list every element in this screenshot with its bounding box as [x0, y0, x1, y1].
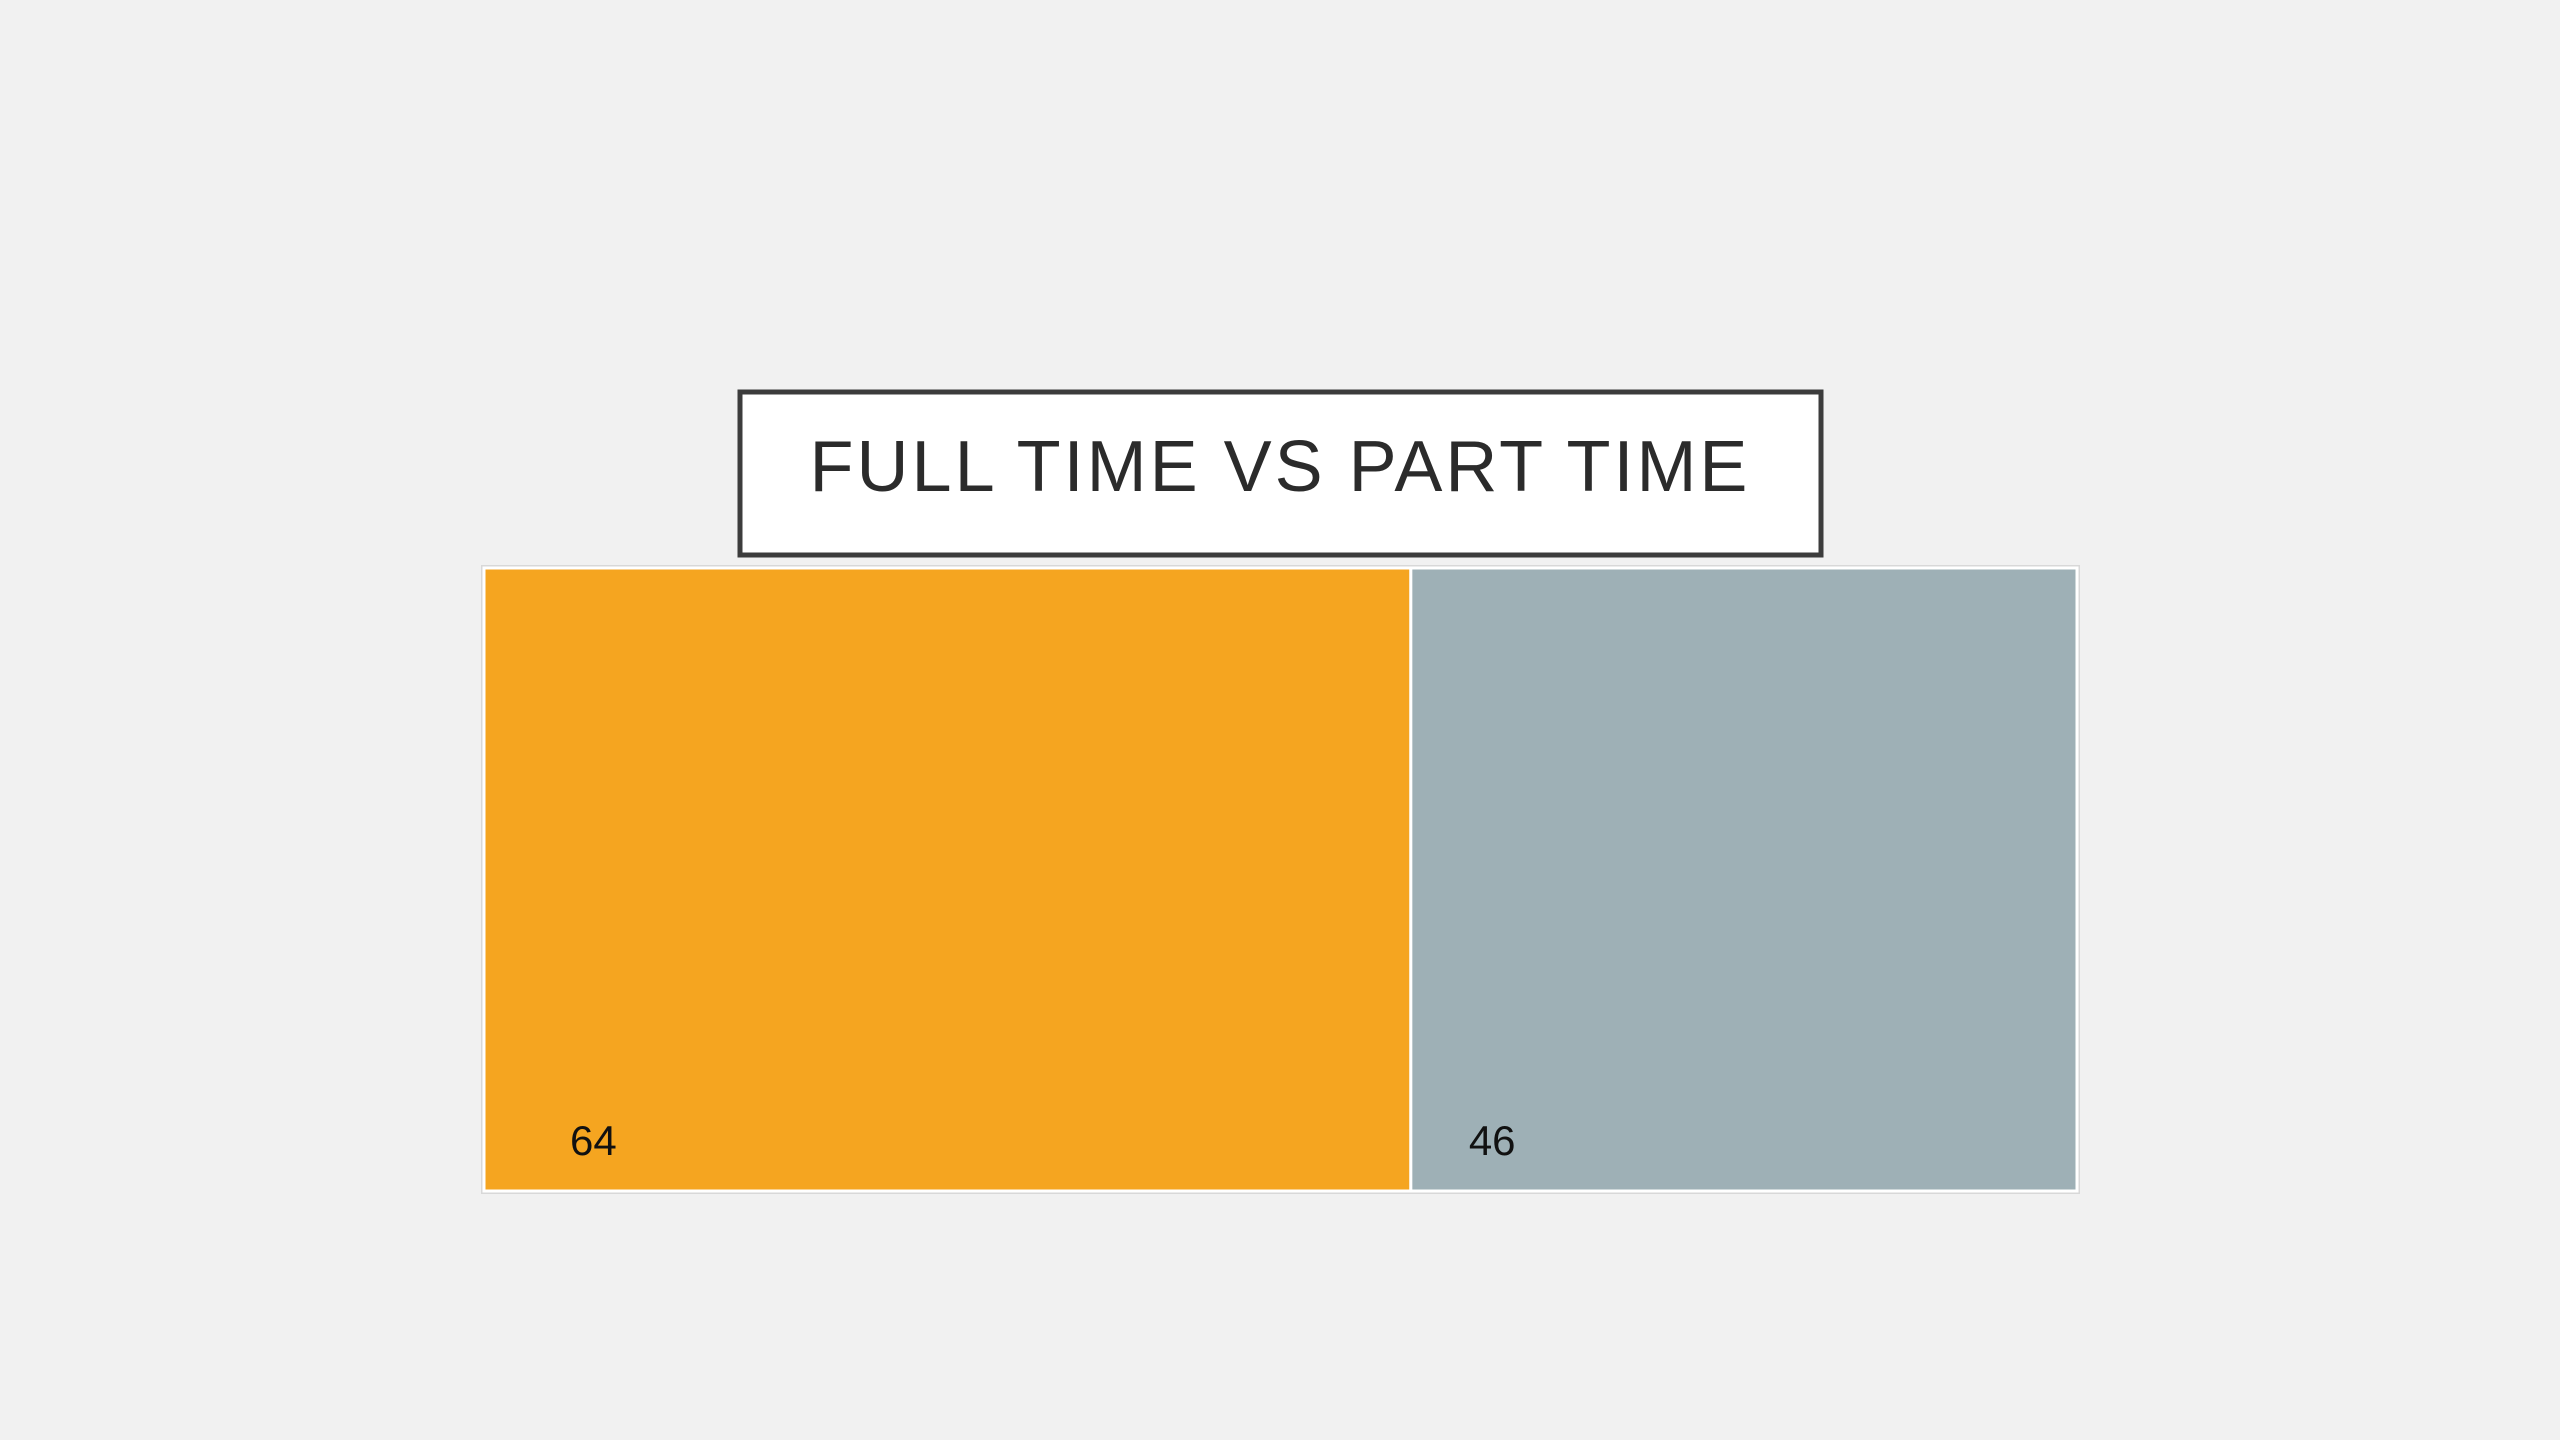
- value-label: 64: [570, 1117, 617, 1164]
- plot-frame: [481, 565, 2080, 1194]
- treemap-cell: [1409, 566, 2079, 1193]
- chart-title: FULL TIME VS PART TIME: [810, 427, 1751, 507]
- treemap-cell: [482, 566, 1413, 1193]
- title-box: [737, 389, 1824, 558]
- value-label: 46: [1469, 1117, 1516, 1164]
